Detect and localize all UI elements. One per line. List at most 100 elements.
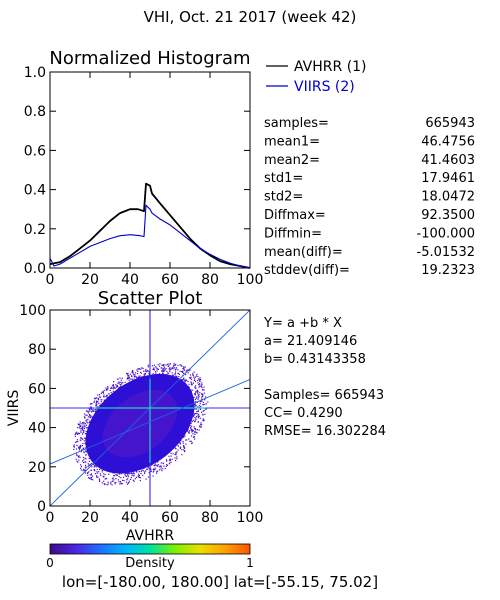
scatter-speck [74, 433, 76, 435]
scatter-speck [177, 364, 179, 367]
scatter-speck [123, 480, 125, 482]
scatter-speck [144, 373, 146, 375]
scatter-speck [176, 456, 178, 458]
scatter-speck [200, 422, 202, 424]
scatter-speck [183, 378, 185, 380]
scatter-speck [180, 364, 182, 366]
scatter-speck [190, 381, 192, 383]
scatter-speck [111, 387, 113, 389]
scatter-speck [194, 428, 196, 430]
scatter-speck [176, 458, 178, 460]
scatter-speck [114, 482, 116, 484]
scatter-speck [87, 412, 90, 414]
scatter-speck [140, 368, 142, 370]
scatter-speck [182, 370, 184, 372]
histogram-frame [49, 71, 251, 269]
scatter-speck [196, 389, 198, 391]
scatter-speck [87, 416, 89, 418]
scatter-speck [200, 379, 202, 381]
scatter-speck [200, 426, 202, 428]
scatter-speck [197, 376, 199, 378]
scatter-speck [81, 445, 83, 447]
scatter-speck [190, 422, 192, 424]
colorbar-gradient [49, 543, 251, 555]
scatter-speck [83, 469, 86, 471]
scatter-speck [171, 372, 173, 374]
scatter-speck [194, 404, 197, 406]
scatter-speck [83, 459, 85, 461]
scatter-speck [100, 403, 102, 405]
scatter-speck [194, 398, 197, 401]
scatter-speck [169, 459, 172, 461]
scatter-speck [94, 397, 96, 399]
histogram-panel: Normalized Histogram 0 20 40 60 80 1000.00.20… [24, 48, 264, 288]
scatter-speck [113, 479, 115, 481]
scatter-speck [80, 430, 82, 432]
scatter-speck [193, 376, 195, 378]
scatter-speck [83, 468, 85, 470]
scatter-speck [99, 473, 101, 475]
scatter-speck [93, 466, 95, 468]
scatter-speck [76, 439, 78, 441]
scatter-speck [112, 386, 114, 388]
scatter-speck [183, 377, 185, 379]
scatter-speck [82, 443, 84, 445]
scatter-speck [189, 425, 191, 427]
scatter-speck [132, 371, 134, 373]
scatter-speck [78, 446, 80, 448]
scatter-speck [138, 368, 141, 370]
scatter-speck [97, 398, 100, 400]
scatter-speck [82, 424, 84, 426]
scatter-speck [174, 453, 176, 456]
scatter-speck [175, 363, 177, 365]
scatter-speck [175, 367, 177, 369]
scatter-speck [158, 469, 161, 471]
scatter-speck [121, 483, 123, 485]
stat-label: Diffmax= [264, 208, 326, 223]
scatter-speck [80, 436, 82, 439]
scatter-speck [189, 440, 191, 442]
scatter-speck [201, 424, 203, 426]
scatter-speck [194, 387, 196, 389]
scatter-speck [97, 406, 99, 408]
scatter-speck [115, 481, 117, 484]
scatter-speck [185, 371, 187, 373]
scatter-speck [128, 375, 130, 377]
scatter-speck [203, 419, 205, 421]
scatter-speck [187, 430, 189, 432]
scatter-speck [116, 474, 118, 476]
scatter-speck [134, 372, 137, 374]
scatter-speck [156, 367, 158, 370]
stat-value: 92.3500 [421, 208, 475, 223]
scatter-speck [128, 379, 130, 382]
scatter-speck [178, 373, 180, 375]
scatter-speck [182, 442, 184, 444]
scatter-speck [197, 415, 199, 417]
scatter-speck [95, 410, 97, 412]
scatter-speck [91, 408, 93, 410]
scatter-speck [202, 413, 204, 415]
scatter-speck [96, 468, 98, 471]
stat-label: mean(diff)= [264, 245, 343, 260]
scatter-speck [83, 421, 85, 423]
scatter-speck [131, 375, 133, 378]
scatter-speck [169, 458, 171, 460]
scatter-speck [166, 460, 168, 462]
scatter-speck [202, 388, 204, 390]
scatter-speck [163, 370, 165, 372]
scatter-speck [78, 455, 80, 458]
scatter-speck [107, 388, 109, 390]
scatter-speck [84, 437, 86, 439]
scatter-speck [78, 432, 80, 434]
scatter-speck [192, 373, 194, 375]
scatter-speck [112, 477, 114, 479]
scatter-speck [143, 373, 145, 375]
scatter-speck [102, 391, 104, 393]
scatter-speck [166, 464, 169, 466]
scatter-speck [161, 364, 163, 366]
colorbar-title: Density [125, 556, 175, 571]
scatter-speck [98, 394, 101, 396]
scatter-speck [127, 476, 129, 478]
scatter-speck [177, 369, 179, 371]
scatter-speck [202, 410, 204, 412]
